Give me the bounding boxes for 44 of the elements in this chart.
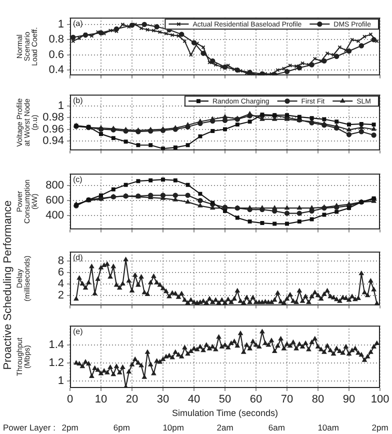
- text: Proactive Scheduling Performance: [2, 200, 14, 370]
- text: 2pm: [62, 422, 78, 432]
- text: Power Layer :: [3, 422, 56, 432]
- x-tick-label: 10: [94, 394, 108, 406]
- x-tick-label: 30: [156, 394, 170, 406]
- x-tick-label: 90: [342, 394, 356, 406]
- annotation: (c): [73, 174, 83, 184]
- y-tick-label: 0.94: [42, 135, 64, 148]
- x-tick-label: 70: [280, 394, 294, 406]
- y-tick-label: 1.2: [48, 357, 64, 370]
- y-tick-label: 400: [46, 210, 64, 222]
- y-tick-label: 800: [46, 180, 64, 192]
- y-tick-label: 0.4: [48, 64, 64, 76]
- y-tick-label: 2: [58, 290, 64, 302]
- y-tick-label: 0.6: [48, 48, 64, 61]
- annotation: (a): [73, 18, 84, 28]
- y-tick-label: 1: [58, 18, 64, 30]
- x-tick-label: 100: [370, 394, 390, 406]
- annotation: (b): [73, 96, 84, 105]
- y-tick-label: 600: [46, 194, 64, 207]
- text: 2pm: [372, 422, 388, 432]
- text: 2am: [216, 422, 234, 432]
- y-tick-label: 1: [58, 374, 64, 387]
- annotation: (d): [73, 252, 84, 262]
- y-tick-label: 0.98: [42, 112, 64, 124]
- text: 6pm: [113, 422, 130, 432]
- text: 10am: [318, 422, 339, 432]
- y-tick-label: 1.4: [48, 339, 64, 352]
- y-tick-label: 0.96: [42, 123, 64, 136]
- x-tick-label: 50: [218, 394, 232, 406]
- annotation: (e): [73, 326, 84, 336]
- x-tick-label: 0: [66, 394, 74, 406]
- x-tick-label: 20: [126, 394, 138, 406]
- y-tick-label: 4: [58, 278, 64, 290]
- y-tick-label: 8: [58, 254, 64, 267]
- x-tick-label: 80: [312, 394, 324, 406]
- x-tick-label: 40: [188, 394, 200, 406]
- x-tick-label: 60: [250, 394, 262, 406]
- text: 10pm: [162, 422, 184, 432]
- x-axis-title: Simulation Time (seconds): [172, 408, 278, 418]
- y-tick-label: 6: [58, 266, 64, 278]
- y-tick-label: 1: [58, 100, 64, 112]
- y-tick-label: 0.8: [48, 34, 64, 46]
- text: 6am: [268, 422, 285, 432]
